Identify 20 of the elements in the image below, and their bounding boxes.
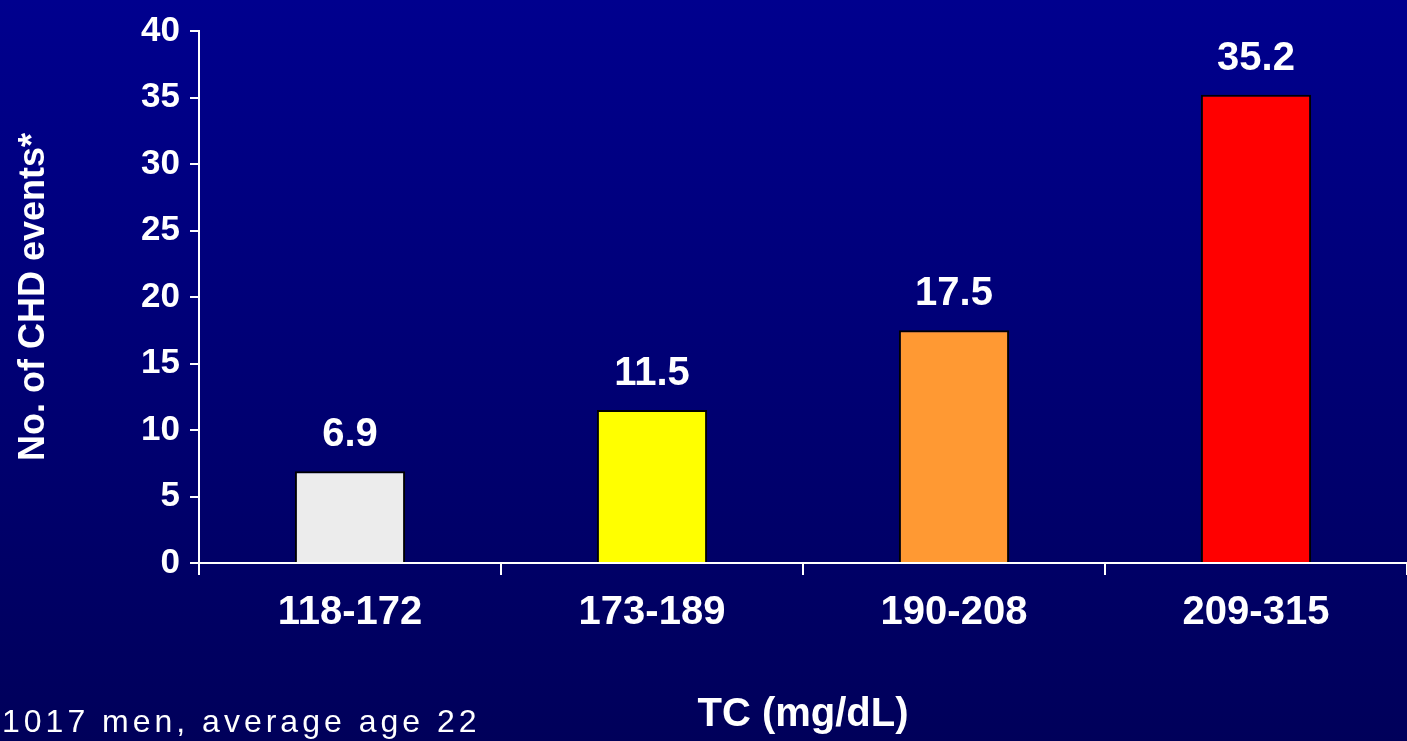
y-tick-label: 10	[141, 407, 180, 447]
y-tick-label: 15	[141, 341, 180, 381]
y-tick-label: 25	[141, 208, 180, 248]
data-label: 11.5	[614, 349, 690, 394]
y-tick-label: 20	[141, 274, 180, 314]
x-tick-label: 173-189	[578, 588, 726, 633]
data-label: 35.2	[1217, 33, 1295, 78]
y-axis-title: No. of CHD events*	[10, 132, 52, 462]
data-label: 6.9	[322, 410, 378, 455]
x-tick-label: 118-172	[277, 588, 423, 633]
y-tick-label: 0	[160, 540, 180, 580]
text: 1017 men, average age 22	[2, 702, 481, 739]
x-tick-label: 190-208	[880, 588, 1028, 633]
y-tick-label: 40	[141, 8, 180, 48]
x-tick-label: 209-315	[1182, 588, 1330, 633]
y-tick-label: 30	[141, 141, 180, 181]
y-tick-label: 5	[160, 474, 180, 514]
x-axis-title: TC (mg/dL)	[697, 690, 909, 735]
y-tick-label: 35	[141, 75, 180, 115]
data-label: 17.5	[915, 269, 993, 314]
